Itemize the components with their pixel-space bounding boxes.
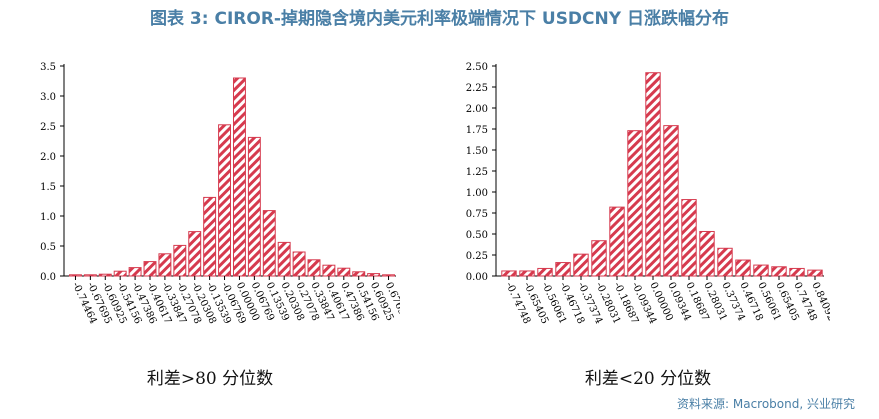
histogram-bar bbox=[681, 199, 697, 277]
y-tick-label: 2.25 bbox=[466, 83, 488, 94]
histogram-bar bbox=[83, 274, 97, 277]
histogram-bar bbox=[735, 259, 751, 277]
histogram-bar bbox=[262, 210, 276, 277]
histogram-bar bbox=[573, 253, 589, 277]
y-tick-label: 0.50 bbox=[466, 230, 488, 241]
histogram-bar bbox=[337, 267, 351, 277]
y-tick-label: 0.00 bbox=[466, 272, 488, 283]
y-tick-label: 1.5 bbox=[40, 182, 56, 193]
histogram-bar bbox=[158, 253, 172, 277]
histogram-bar bbox=[609, 206, 625, 277]
histogram-bar bbox=[627, 130, 643, 277]
histogram-bar bbox=[367, 273, 381, 277]
histogram-bar bbox=[382, 274, 396, 277]
histogram-bar bbox=[537, 267, 553, 277]
histogram-bar bbox=[277, 241, 291, 277]
histogram-bar bbox=[717, 247, 733, 277]
chart-right: 0.00 0.25 0.50 0.75 1.00 1.25 1.50 1.75 2.00 2.25… bbox=[466, 62, 830, 326]
chart-left: 0.00.51.01.52.02.53.03.5-0.74464-0.67695… bbox=[40, 62, 400, 326]
y-tick-label: 1.50 bbox=[466, 146, 488, 157]
histogram-bar bbox=[663, 125, 679, 277]
figure-title: 图表 3: CIROR-掉期隐含境内美元利率极端情况下 USDCNY 日涨跌幅分… bbox=[150, 9, 729, 29]
y-tick-label: 1.0 bbox=[40, 212, 56, 223]
y-tick-label: 1.00 bbox=[466, 188, 488, 199]
chart-left-caption: 利差>80 分位数 bbox=[146, 369, 274, 389]
histogram-bar bbox=[322, 264, 336, 277]
y-tick-label: 0.5 bbox=[40, 242, 56, 253]
histogram-bar bbox=[555, 262, 571, 277]
histogram-bar bbox=[699, 230, 715, 277]
y-tick-label: 1.25 bbox=[466, 167, 488, 178]
histogram-bar bbox=[173, 244, 187, 277]
histogram-bar bbox=[753, 264, 769, 277]
y-tick-label: 0.25 bbox=[466, 251, 488, 262]
histogram-bar bbox=[352, 271, 366, 277]
histogram-bar bbox=[98, 273, 112, 277]
histogram-bar bbox=[807, 269, 823, 277]
histogram-bar bbox=[591, 240, 607, 277]
y-tick-label: 2.00 bbox=[466, 104, 488, 115]
source-note: 资料来源: Macrobond, 兴业研究 bbox=[677, 397, 855, 411]
histogram-bar bbox=[519, 270, 535, 277]
histogram-bar bbox=[771, 266, 787, 277]
histogram-bar bbox=[68, 274, 82, 277]
y-tick-label: 1.75 bbox=[466, 125, 488, 136]
histogram-bar bbox=[501, 270, 517, 277]
histogram-bar bbox=[307, 259, 321, 277]
chart-right-caption: 利差<20 分位数 bbox=[584, 369, 712, 389]
histogram-bar bbox=[203, 196, 217, 277]
histogram-bar bbox=[232, 77, 246, 277]
y-tick-label: 2.0 bbox=[40, 152, 56, 163]
histogram-bar bbox=[128, 267, 142, 277]
histogram-bar bbox=[218, 124, 232, 277]
histogram-bar bbox=[292, 251, 306, 277]
y-tick-label: 3.5 bbox=[40, 62, 56, 73]
histogram-bar bbox=[247, 136, 261, 277]
histogram-bar bbox=[789, 267, 805, 277]
histogram-bar bbox=[188, 231, 202, 277]
histogram-bar bbox=[143, 261, 157, 277]
histogram-bar bbox=[645, 72, 661, 277]
y-tick-label: 2.50 bbox=[466, 62, 488, 73]
histogram-bar bbox=[113, 270, 127, 277]
y-tick-label: 0.75 bbox=[466, 209, 488, 220]
y-tick-label: 0.0 bbox=[40, 272, 56, 283]
y-tick-label: 2.5 bbox=[40, 122, 56, 133]
y-tick-label: 3.0 bbox=[40, 92, 56, 103]
